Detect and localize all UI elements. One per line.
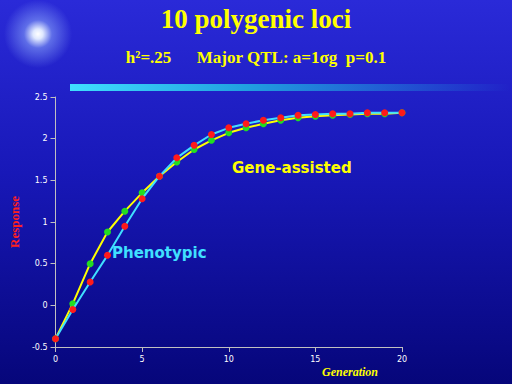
html-text:10 polygenic loci: 10 polygenic loci <box>160 4 352 34</box>
svg-text:0.5: 0.5 <box>35 259 48 268</box>
svg-text:10: 10 <box>224 355 234 364</box>
svg-text:Phenotypic: Phenotypic <box>112 244 207 262</box>
html-text:h²=.25 Major QTL: a=1σg p=0.1: h²=.25 Major QTL: a=1σg p=0.1 <box>125 48 387 67</box>
svg-text:0: 0 <box>42 301 47 310</box>
svg-text:2: 2 <box>42 134 47 143</box>
svg-text:20: 20 <box>397 355 407 364</box>
svg-text:-0.5: -0.5 <box>32 343 48 352</box>
svg-text:Response: Response <box>7 196 22 248</box>
svg-text:Gene-assisted: Gene-assisted <box>232 159 352 177</box>
svg-text:Generation: Generation <box>322 365 378 379</box>
svg-text:0: 0 <box>53 355 58 364</box>
svg-text:15: 15 <box>310 355 320 364</box>
svg-text:1.5: 1.5 <box>35 176 48 185</box>
svg-text:1: 1 <box>42 218 47 227</box>
svg-text:2.5: 2.5 <box>35 93 48 102</box>
svg-text:5: 5 <box>140 355 145 364</box>
